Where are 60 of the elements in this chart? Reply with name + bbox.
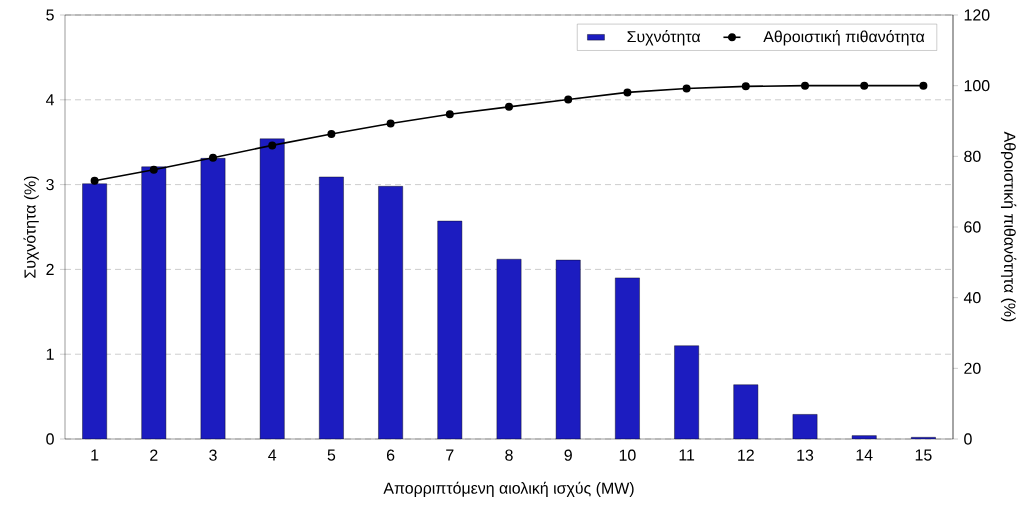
x-tick-label: 2 [150, 449, 158, 461]
legend-label: Συχνότητα [627, 30, 701, 46]
x-tick-label: 9 [564, 449, 572, 461]
y-tick-label: 2 [46, 263, 54, 275]
point [919, 81, 928, 90]
y2-tick-label: 40 [963, 292, 981, 304]
point [741, 82, 750, 91]
x-tick-label: 13 [797, 449, 814, 461]
bar [437, 220, 463, 439]
bar [674, 345, 699, 439]
y-tick-label: 3 [46, 178, 54, 191]
bar [259, 138, 285, 439]
point [623, 88, 632, 97]
y2-tick-label: 20 [964, 362, 981, 374]
legend-label: Αθροιστική πιθανότητα [763, 30, 925, 46]
point [386, 119, 395, 128]
bar [319, 176, 344, 439]
x-tick-label: 8 [505, 449, 513, 461]
y2-axis-title: Αθροιστική πιθανότητα (%) [1000, 131, 1017, 322]
bar [733, 384, 759, 439]
point [564, 95, 573, 104]
bar [141, 166, 167, 439]
x-tick-label: 7 [446, 449, 454, 461]
bar [615, 277, 640, 439]
y2-tick-label: 0 [964, 433, 972, 445]
point [860, 81, 869, 90]
point [90, 176, 99, 185]
bar [378, 186, 403, 439]
point [149, 165, 158, 174]
x-tick-label: 6 [386, 449, 395, 461]
x-tick-label: 15 [915, 449, 932, 461]
x-tick-label: 14 [856, 449, 873, 461]
x-tick-label: 10 [619, 449, 636, 461]
x-tick-label: 5 [327, 449, 336, 461]
point [209, 153, 217, 162]
bar [200, 158, 226, 439]
y2-tick-label: 120 [964, 9, 990, 21]
x-tick-label: 3 [209, 449, 217, 461]
y2-tick-label: 60 [964, 221, 981, 233]
point [268, 141, 277, 150]
point [327, 130, 336, 139]
bar [496, 259, 522, 439]
x-tick-label: 12 [738, 449, 754, 461]
point [445, 110, 454, 119]
point [801, 81, 810, 90]
x-tick-label: 1 [91, 449, 99, 461]
y-tick-label: 5 [46, 9, 54, 21]
y2-tick-label: 100 [964, 80, 990, 92]
y-tick-label: 0 [46, 433, 54, 445]
bar [555, 259, 581, 439]
x-axis-title: Απορριπτόμενη αιολική ισχύς (MW) [383, 481, 634, 497]
y-tick-label: 4 [45, 94, 55, 106]
point [505, 102, 514, 111]
y-axis-title: Συχνότητα (%) [23, 176, 39, 278]
y2-tick-label: 80 [964, 150, 981, 162]
x-tick-label: 11 [679, 449, 695, 461]
x-tick-label: 4 [268, 449, 277, 461]
point [682, 84, 691, 93]
bar [82, 183, 107, 439]
y-tick-label: 1 [46, 348, 54, 360]
